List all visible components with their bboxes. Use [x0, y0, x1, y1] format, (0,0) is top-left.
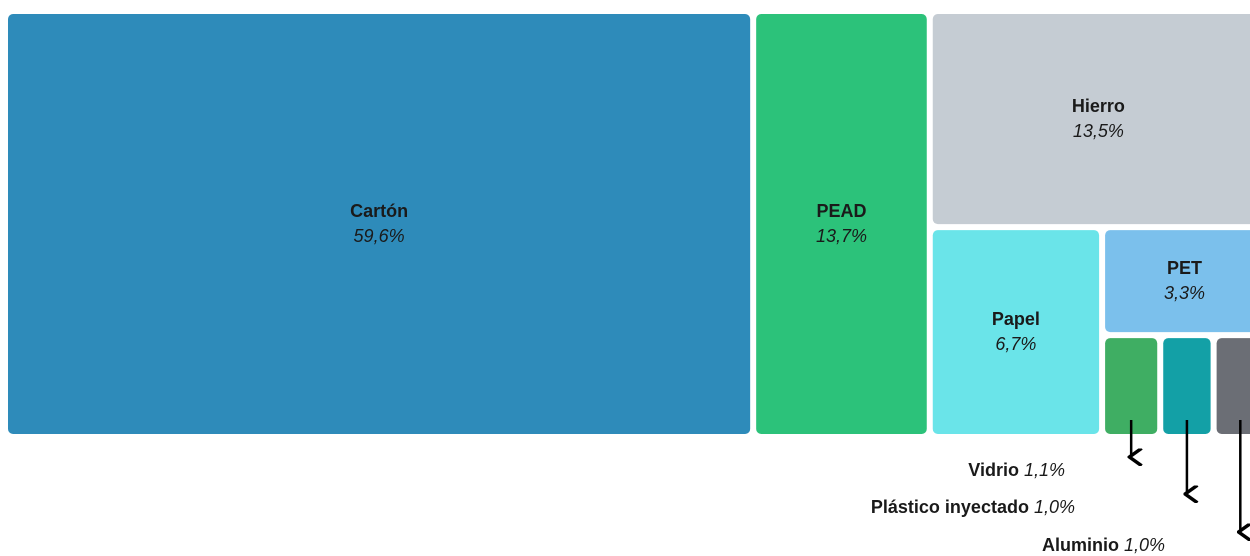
- treemap-cell: [1105, 230, 1250, 333]
- label-name: Aluminio: [1042, 535, 1119, 555]
- treemap-cell: [1216, 338, 1250, 434]
- treemap-cell: [1163, 338, 1211, 434]
- external-label: Aluminio 1,0%: [1042, 535, 1165, 555]
- cell-value: 13,7%: [816, 226, 867, 246]
- label-name: Plástico inyectado: [871, 497, 1029, 517]
- cell-value: 59,6%: [354, 226, 405, 246]
- cell-name: Hierro: [1072, 96, 1125, 116]
- treemap-cell: [8, 14, 751, 434]
- cell-name: Cartón: [350, 201, 408, 221]
- label-name: Vidrio: [968, 460, 1019, 480]
- label-value: 1,0%: [1124, 535, 1165, 555]
- cell-value: 6,7%: [995, 334, 1036, 354]
- cell-value: 3,3%: [1164, 283, 1205, 303]
- label-value: 1,0%: [1034, 497, 1075, 517]
- label-value: 1,1%: [1024, 460, 1065, 480]
- cell-value: 13,5%: [1073, 121, 1124, 141]
- cell-name: Papel: [992, 309, 1040, 329]
- external-label: Vidrio 1,1%: [968, 460, 1065, 480]
- treemap-cell: [932, 14, 1250, 225]
- external-label: Plástico inyectado 1,0%: [871, 497, 1075, 517]
- treemap-cell: [1105, 338, 1158, 434]
- cell-name: PEAD: [816, 201, 866, 221]
- treemap-cell: [932, 230, 1100, 434]
- treemap-cell: [756, 14, 927, 434]
- cell-name: PET: [1167, 258, 1202, 278]
